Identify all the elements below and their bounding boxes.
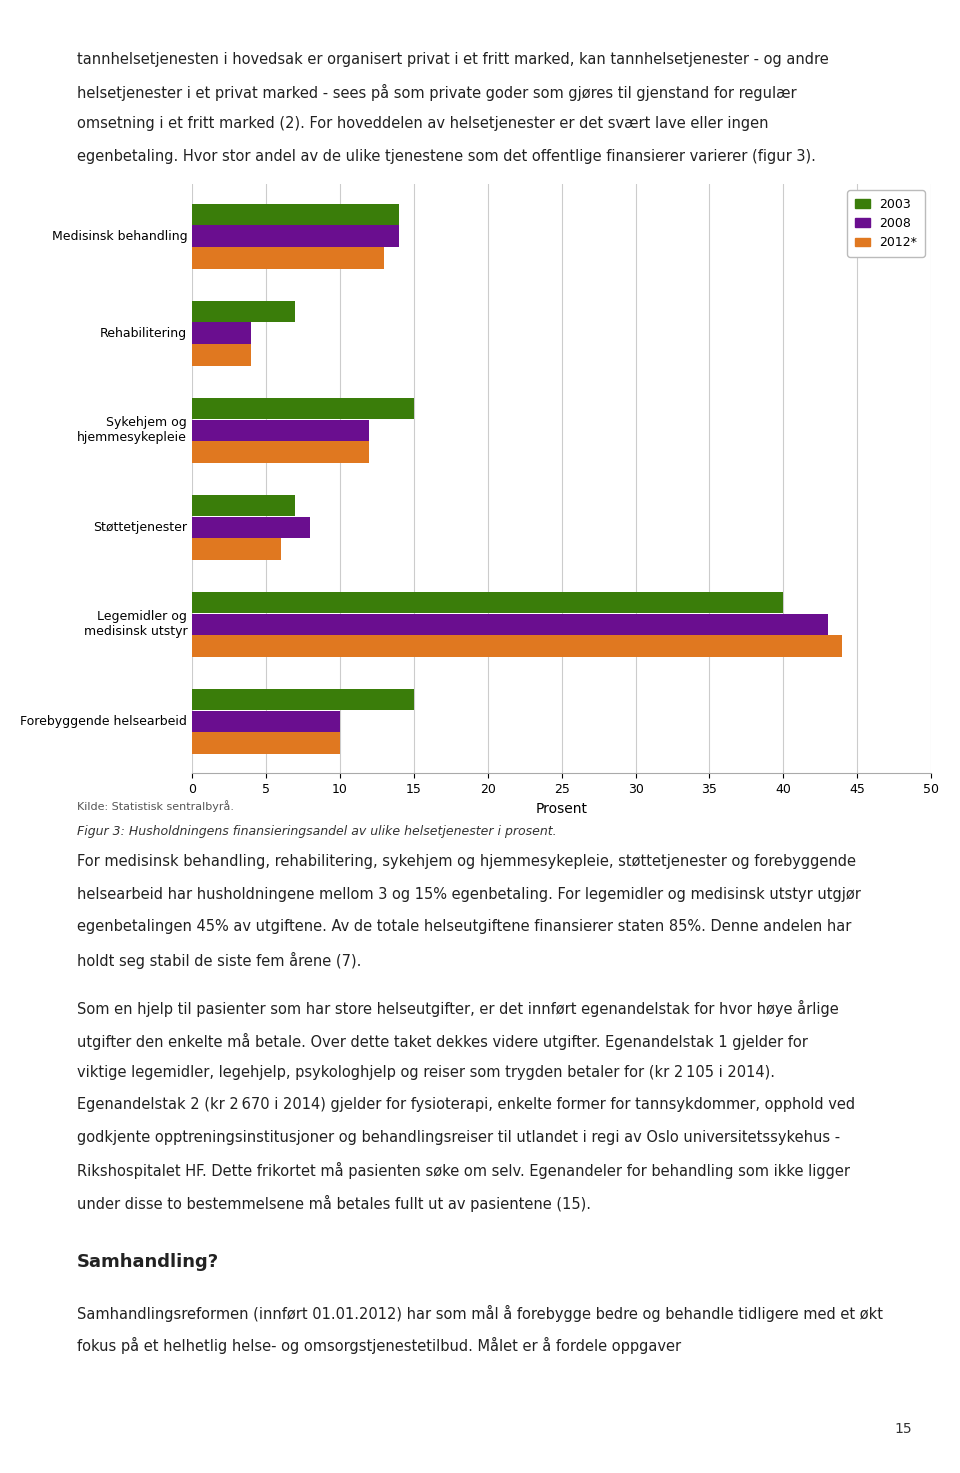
Text: fokus på et helhetlig helse- og omsorgstjenestetilbud. Målet er å fordele oppgav: fokus på et helhetlig helse- og omsorgst… bbox=[77, 1337, 681, 1354]
Text: Kilde: Statistisk sentralbyrå.: Kilde: Statistisk sentralbyrå. bbox=[77, 800, 234, 812]
Text: For medisinsk behandling, rehabilitering, sykehjem og hjemmesykepleie, støttetje: For medisinsk behandling, rehabilitering… bbox=[77, 854, 855, 869]
Bar bbox=[192, 442, 370, 463]
Bar bbox=[192, 300, 296, 323]
Text: utgifter den enkelte må betale. Over dette taket dekkes videre utgifter. Egenand: utgifter den enkelte må betale. Over det… bbox=[77, 1033, 807, 1050]
Text: under disse to bestemmelsene må betales fullt ut av pasientene (15).: under disse to bestemmelsene må betales … bbox=[77, 1195, 590, 1212]
Text: Figur 3: Husholdningens finansieringsandel av ulike helsetjenester i prosent.: Figur 3: Husholdningens finansieringsand… bbox=[77, 825, 557, 838]
Text: tannhelsetjenesten i hovedsak er organisert privat i et fritt marked, kan tannhe: tannhelsetjenesten i hovedsak er organis… bbox=[77, 52, 828, 66]
Bar bbox=[192, 495, 296, 516]
Text: egenbetaling. Hvor stor andel av de ulike tjenestene som det offentlige finansie: egenbetaling. Hvor stor andel av de ulik… bbox=[77, 149, 816, 164]
Text: helsetjenester i et privat marked - sees på som private goder som gjøres til gje: helsetjenester i et privat marked - sees… bbox=[77, 84, 797, 102]
Bar bbox=[192, 225, 399, 247]
Text: 15: 15 bbox=[895, 1421, 912, 1436]
Text: Samhandlingsreformen (innført 01.01.2012) har som mål å forebygge bedre og behan: Samhandlingsreformen (innført 01.01.2012… bbox=[77, 1305, 883, 1321]
Text: helsearbeid har husholdningene mellom 3 og 15% egenbetaling. For legemidler og m: helsearbeid har husholdningene mellom 3 … bbox=[77, 887, 861, 901]
Text: Egenandelstak 2 (kr 2 670 i 2014) gjelder for fysioterapi, enkelte former for ta: Egenandelstak 2 (kr 2 670 i 2014) gjelde… bbox=[77, 1097, 855, 1112]
Bar bbox=[192, 689, 414, 710]
Bar bbox=[192, 420, 370, 440]
Bar bbox=[192, 247, 384, 268]
Bar bbox=[192, 345, 252, 365]
Bar bbox=[192, 732, 340, 754]
Bar bbox=[192, 517, 310, 538]
Text: viktige legemidler, legehjelp, psykologhjelp og reiser som trygden betaler for (: viktige legemidler, legehjelp, psykologh… bbox=[77, 1065, 775, 1080]
Bar bbox=[192, 592, 783, 613]
Bar bbox=[192, 539, 280, 560]
Bar bbox=[192, 323, 252, 343]
Text: Rikshospitalet HF. Dette frikortet må pasienten søke om selv. Egenandeler for be: Rikshospitalet HF. Dette frikortet må pa… bbox=[77, 1162, 850, 1180]
Bar bbox=[192, 398, 414, 418]
Bar bbox=[192, 203, 399, 225]
Bar bbox=[192, 635, 843, 657]
X-axis label: Prosent: Prosent bbox=[536, 801, 588, 816]
Bar bbox=[192, 614, 828, 635]
Bar bbox=[192, 710, 340, 732]
Text: omsetning i et fritt marked (2). For hoveddelen av helsetjenester er det svært l: omsetning i et fritt marked (2). For hov… bbox=[77, 116, 768, 131]
Text: godkjente opptreningsinstitusjoner og behandlingsreiser til utlandet i regi av O: godkjente opptreningsinstitusjoner og be… bbox=[77, 1130, 840, 1145]
Text: egenbetalingen 45% av utgiftene. Av de totale helseutgiftene finansierer staten : egenbetalingen 45% av utgiftene. Av de t… bbox=[77, 919, 852, 934]
Legend: 2003, 2008, 2012*: 2003, 2008, 2012* bbox=[847, 190, 924, 256]
Text: holdt seg stabil de siste fem årene (7).: holdt seg stabil de siste fem årene (7). bbox=[77, 952, 361, 969]
Text: Som en hjelp til pasienter som har store helseutgifter, er det innført egenandel: Som en hjelp til pasienter som har store… bbox=[77, 1000, 838, 1018]
Text: Samhandling?: Samhandling? bbox=[77, 1254, 219, 1271]
